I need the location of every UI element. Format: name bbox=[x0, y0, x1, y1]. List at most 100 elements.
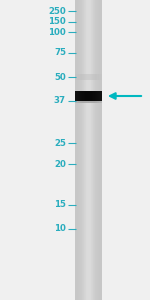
Bar bbox=[88, 101, 89, 103]
Bar bbox=[98, 101, 99, 103]
Bar bbox=[95, 91, 96, 93]
Text: 75: 75 bbox=[54, 48, 66, 57]
Bar bbox=[77, 91, 78, 101]
Bar bbox=[98, 0, 99, 300]
Bar bbox=[86, 101, 87, 103]
Bar bbox=[92, 101, 93, 103]
Bar bbox=[99, 91, 100, 93]
Bar bbox=[76, 74, 77, 80]
Bar bbox=[91, 101, 92, 103]
Bar bbox=[92, 91, 93, 101]
Bar bbox=[87, 91, 88, 93]
Bar bbox=[81, 0, 82, 300]
Bar bbox=[96, 0, 97, 300]
Bar bbox=[88, 91, 89, 101]
Bar bbox=[80, 91, 81, 93]
Bar bbox=[92, 74, 93, 80]
Bar bbox=[86, 0, 87, 300]
Bar bbox=[86, 74, 87, 80]
Bar bbox=[75, 101, 76, 103]
Bar bbox=[77, 91, 78, 93]
Bar bbox=[90, 91, 91, 93]
Bar bbox=[84, 74, 85, 80]
Bar bbox=[89, 101, 90, 103]
Bar bbox=[91, 91, 92, 101]
Bar bbox=[97, 0, 98, 300]
Bar bbox=[86, 91, 87, 101]
Bar bbox=[100, 0, 101, 300]
Bar bbox=[90, 101, 91, 103]
Bar bbox=[79, 101, 80, 103]
Bar bbox=[95, 0, 96, 300]
Text: 150: 150 bbox=[48, 17, 66, 26]
Bar bbox=[76, 101, 77, 103]
Bar bbox=[77, 74, 78, 80]
Bar bbox=[81, 91, 82, 101]
Bar bbox=[99, 91, 100, 101]
Bar bbox=[83, 101, 84, 103]
Bar bbox=[78, 91, 79, 93]
Bar bbox=[98, 91, 99, 101]
Bar bbox=[93, 91, 94, 101]
Bar bbox=[81, 91, 82, 93]
Bar bbox=[84, 91, 85, 101]
Bar bbox=[82, 74, 83, 80]
Bar bbox=[93, 0, 94, 300]
Bar bbox=[82, 101, 83, 103]
Bar bbox=[81, 74, 82, 80]
Bar bbox=[94, 74, 95, 80]
Bar bbox=[90, 91, 91, 101]
Bar bbox=[92, 91, 93, 93]
Bar bbox=[79, 74, 80, 80]
Bar bbox=[78, 91, 79, 101]
Bar bbox=[85, 91, 86, 101]
Text: 50: 50 bbox=[54, 73, 66, 82]
Text: 25: 25 bbox=[54, 139, 66, 148]
Bar bbox=[94, 91, 95, 93]
Bar bbox=[76, 0, 77, 300]
Bar bbox=[75, 91, 76, 101]
Bar bbox=[90, 74, 91, 80]
Bar bbox=[100, 91, 101, 93]
Bar bbox=[96, 101, 97, 103]
Bar bbox=[96, 74, 97, 80]
Bar bbox=[100, 91, 101, 101]
Bar bbox=[77, 101, 78, 103]
Bar bbox=[97, 101, 98, 103]
Bar bbox=[91, 91, 92, 93]
Bar bbox=[95, 101, 96, 103]
Bar bbox=[85, 91, 86, 93]
Bar bbox=[85, 101, 86, 103]
Bar bbox=[94, 91, 95, 101]
Text: 250: 250 bbox=[48, 7, 66, 16]
Bar bbox=[80, 0, 81, 300]
Bar bbox=[100, 101, 101, 103]
Bar bbox=[80, 101, 81, 103]
Bar bbox=[85, 0, 86, 300]
Bar bbox=[78, 101, 79, 103]
Bar bbox=[88, 0, 89, 300]
Bar bbox=[99, 101, 100, 103]
Bar bbox=[87, 0, 88, 300]
Bar bbox=[87, 74, 88, 80]
Bar bbox=[78, 0, 79, 300]
Bar bbox=[99, 74, 100, 80]
Bar bbox=[94, 0, 95, 300]
Bar bbox=[77, 0, 78, 300]
Bar bbox=[99, 0, 100, 300]
Bar bbox=[89, 0, 90, 300]
Bar bbox=[82, 91, 83, 93]
Bar bbox=[87, 101, 88, 103]
Bar bbox=[75, 91, 76, 93]
Bar bbox=[101, 91, 102, 101]
Bar bbox=[76, 91, 77, 93]
Bar bbox=[80, 74, 81, 80]
Bar bbox=[86, 91, 87, 93]
Bar bbox=[83, 91, 84, 101]
Bar bbox=[76, 91, 77, 101]
Bar bbox=[84, 91, 85, 93]
Bar bbox=[82, 91, 83, 101]
Text: 20: 20 bbox=[54, 160, 66, 169]
Text: 15: 15 bbox=[54, 200, 66, 209]
Bar bbox=[83, 74, 84, 80]
